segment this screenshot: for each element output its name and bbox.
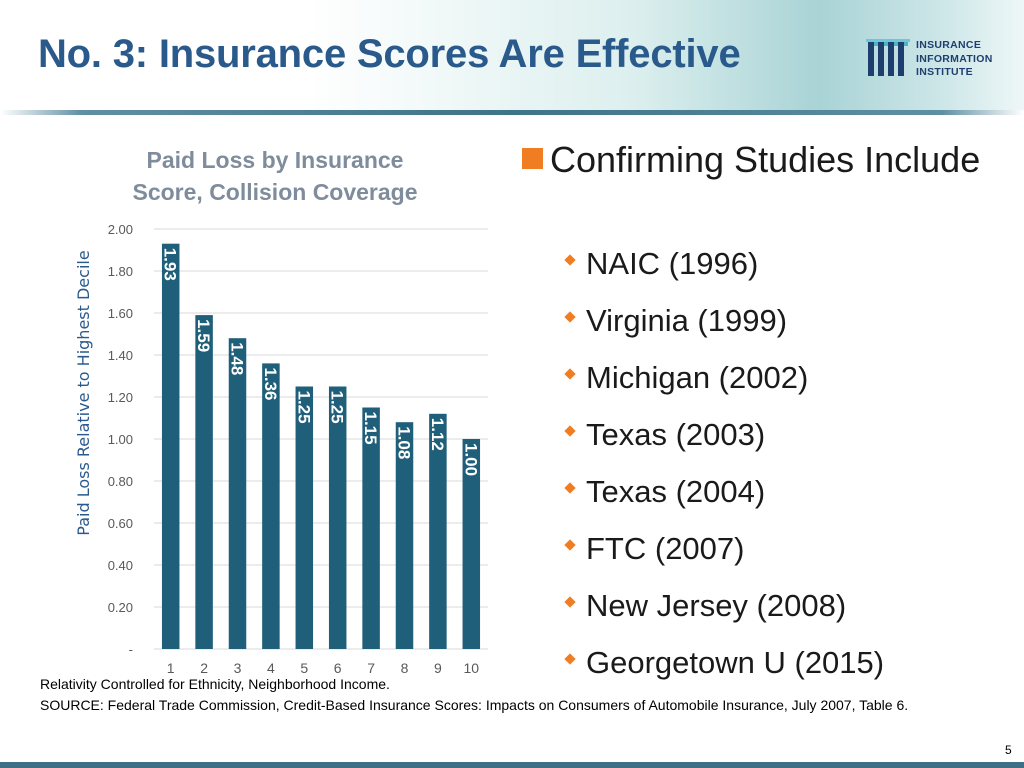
bar <box>161 243 180 649</box>
x-tick-label: 2 <box>200 660 208 676</box>
data-label: 1.36 <box>261 367 280 400</box>
sub-bullet: Texas (2003) <box>564 417 766 453</box>
source-note: SOURCE: Federal Trade Commission, Credit… <box>40 697 909 713</box>
sub-bullet: NAIC (1996) <box>564 246 759 282</box>
data-label: 1.48 <box>228 342 247 375</box>
bar <box>429 413 447 649</box>
bar <box>262 363 280 649</box>
diamond-bullet-icon <box>564 311 576 323</box>
x-tick-label: 8 <box>401 660 409 676</box>
sub-bullet: Texas (2004) <box>564 474 766 510</box>
x-tick-label: 9 <box>434 660 442 676</box>
x-tick-label: 3 <box>234 660 242 676</box>
diamond-bullet-icon <box>564 368 576 380</box>
x-tick-label: 10 <box>464 660 480 676</box>
sub-bullet-text: Michigan (2002) <box>586 360 809 395</box>
x-tick-label: 6 <box>334 660 342 676</box>
x-ticks: 1 2 3 4 5 6 7 8 9 10 <box>167 660 479 676</box>
y-ticks: - 0.20 0.40 0.60 0.80 1.00 1.20 1.40 1.60 1.80 2.0… <box>108 222 133 657</box>
bar <box>395 422 414 649</box>
sub-bullet-text: FTC (2007) <box>586 531 745 566</box>
y-tick-label: 1.80 <box>108 264 133 279</box>
diamond-bullet-icon <box>564 425 576 437</box>
y-tick-label: 1.40 <box>108 348 133 363</box>
x-tick-label: 4 <box>267 660 275 676</box>
sub-bullet: Georgetown U (2015) <box>564 645 885 681</box>
data-label: 1.15 <box>361 412 380 445</box>
page-number: 5 <box>1005 743 1012 757</box>
logo-line: INSTITUTE <box>916 66 973 78</box>
y-tick-label: - <box>129 642 133 657</box>
diamond-bullet-icon <box>564 254 576 266</box>
diamond-bullet-icon <box>564 482 576 494</box>
bar <box>362 407 380 649</box>
data-label: 1.08 <box>395 426 414 459</box>
y-tick-label: 1.00 <box>108 432 133 447</box>
y-tick-label: 0.40 <box>108 558 133 573</box>
y-tick-label: 0.20 <box>108 600 133 615</box>
y-axis-label: Paid Loss Relative to Highest Decile <box>74 250 93 535</box>
x-tick-label: 5 <box>300 660 308 676</box>
diamond-bullet-icon <box>564 596 576 608</box>
sub-bullet-text: New Jersey (2008) <box>586 588 847 623</box>
diamond-bullet-icon <box>564 653 576 665</box>
y-tick-label: 2.00 <box>108 222 133 237</box>
data-label: 1.59 <box>194 319 213 352</box>
bars <box>161 243 481 649</box>
logo-line: INSURANCE <box>916 39 982 51</box>
sub-bullet: New Jersey (2008) <box>564 588 847 624</box>
y-tick-label: 1.60 <box>108 306 133 321</box>
bar <box>295 386 314 649</box>
sub-bullet-text: Texas (2004) <box>586 474 766 509</box>
data-label: 1.12 <box>428 418 447 451</box>
sub-bullet: Virginia (1999) <box>564 303 788 339</box>
bar <box>228 338 247 649</box>
header-band <box>0 0 1024 112</box>
footer-bar <box>0 762 1024 768</box>
header-rule <box>0 110 1024 115</box>
relativity-note: Relativity Controlled for Ethnicity, Nei… <box>40 676 390 692</box>
bar-chart: 1.93 1.59 1.48 1.36 1.25 1.25 1.15 1.08 1.12 1.00… <box>74 222 488 676</box>
square-bullet-icon <box>522 148 543 169</box>
chart-title: Paid Loss by Insurance Score, Collision … <box>90 144 460 208</box>
x-tick-label: 7 <box>367 660 375 676</box>
sub-bullet: Michigan (2002) <box>564 360 809 396</box>
chart-title-line: Score, Collision Coverage <box>132 179 418 205</box>
bar <box>462 439 481 649</box>
sub-bullet-text: Texas (2003) <box>586 417 766 452</box>
sub-bullet-text: Georgetown U (2015) <box>586 645 885 680</box>
data-labels: 1.93 1.59 1.48 1.36 1.25 1.25 1.15 1.08 1.12 1.00 <box>161 248 481 476</box>
x-tick-label: 1 <box>167 660 175 676</box>
sub-bullet-text: Virginia (1999) <box>586 303 788 338</box>
bar <box>328 386 347 649</box>
logo-wordmark: INSURANCE INFORMATION INSTITUTE <box>916 39 993 80</box>
data-label: 1.00 <box>461 443 480 476</box>
y-tick-label: 1.20 <box>108 390 133 405</box>
iii-logo-mark <box>866 39 910 76</box>
diamond-bullet-icon <box>564 539 576 551</box>
sub-bullet: FTC (2007) <box>564 531 745 567</box>
chart-title-line: Paid Loss by Insurance <box>146 147 404 173</box>
lead-bullet-text: Confirming Studies Include <box>550 139 981 180</box>
y-tick-label: 0.60 <box>108 516 133 531</box>
sub-bullet-text: NAIC (1996) <box>586 246 759 281</box>
slide-title: No. 3: Insurance Scores Are Effective <box>38 32 741 76</box>
bar <box>195 315 213 649</box>
y-tick-label: 0.80 <box>108 474 133 489</box>
data-label: 1.25 <box>328 391 347 424</box>
iii-logo: INSURANCE INFORMATION INSTITUTE <box>866 38 1016 80</box>
logo-line: INFORMATION <box>916 52 993 65</box>
data-label: 1.25 <box>294 391 313 424</box>
data-label: 1.93 <box>161 248 180 281</box>
